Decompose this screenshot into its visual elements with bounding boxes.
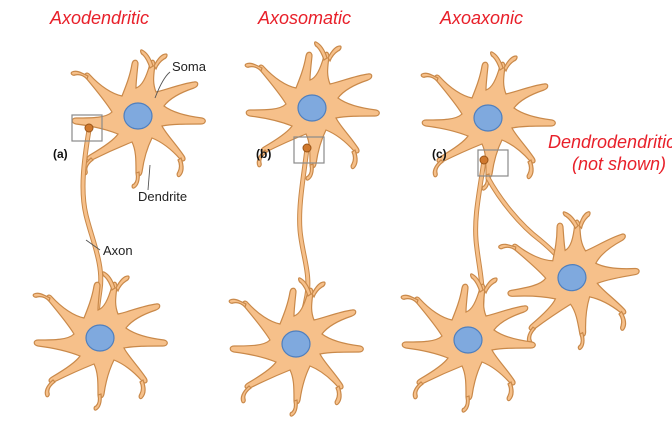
title-dendrodendritic: Dendrodendritic (548, 132, 672, 152)
title-axosomatic: Axosomatic (257, 8, 351, 28)
dendrite-leader (147, 164, 151, 191)
label-dendrite: Dendrite (138, 189, 187, 204)
synaptic-knob-c (479, 155, 489, 165)
soma-leader (154, 71, 171, 99)
axon-leader (85, 239, 101, 251)
panel-label-a: (a) (53, 147, 68, 161)
synapse-box-a (71, 114, 103, 142)
title-dendrodendritic-note: (not shown) (572, 154, 666, 174)
synaptic-knob-a (84, 123, 94, 133)
label-soma: Soma (172, 59, 207, 74)
title-axodendritic: Axodendritic (49, 8, 149, 28)
synaptic-knob-b (302, 143, 312, 153)
panel-label-c: (c) (432, 147, 447, 161)
synapse-box-b (293, 136, 325, 164)
panel-label-b: (b) (256, 147, 271, 161)
neuron-b-bottom (228, 277, 364, 417)
label-axon: Axon (103, 243, 133, 258)
title-axoaxonic: Axoaxonic (439, 8, 523, 28)
neuron-c-right (494, 200, 652, 361)
synapse-box-c (477, 149, 509, 177)
neuron-c-top (420, 51, 556, 191)
